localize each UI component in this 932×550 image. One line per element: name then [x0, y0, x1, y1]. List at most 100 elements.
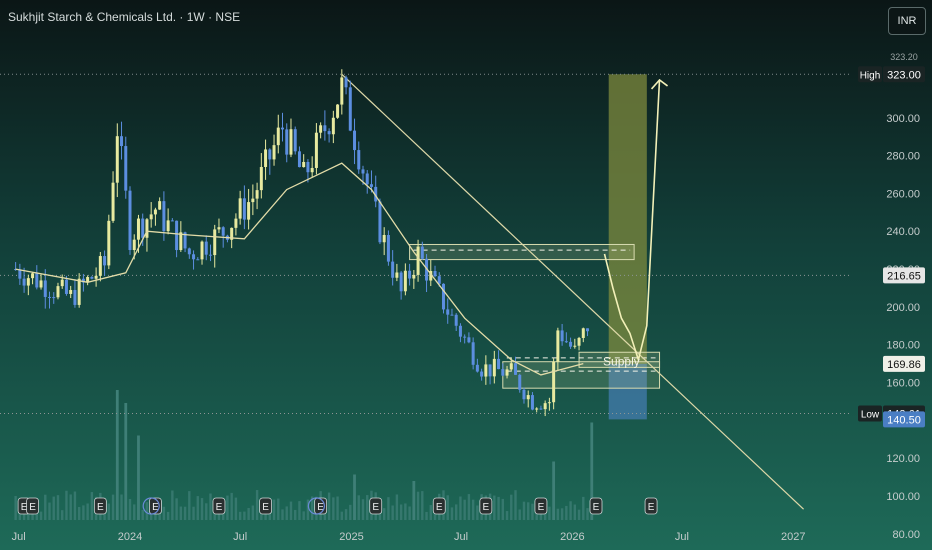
earnings-marker[interactable]: E [479, 497, 493, 515]
candle [530, 392, 534, 411]
earnings-badge [212, 497, 226, 515]
earnings-letter: E [648, 502, 655, 513]
earnings-letter: E [216, 502, 223, 513]
candle [365, 170, 369, 194]
candle-body [196, 259, 200, 261]
earnings-marker[interactable]: E [589, 497, 603, 515]
volume-spike-bar [353, 474, 356, 520]
candle [488, 364, 492, 385]
volume-bar [425, 511, 428, 520]
volume-bar [44, 494, 47, 520]
candle [56, 282, 60, 300]
candle-body [251, 198, 255, 203]
candle [234, 213, 238, 236]
volume-bar [577, 509, 581, 520]
volume-bar [82, 505, 85, 520]
candle [348, 80, 352, 132]
y-axis-tick-label: 180.00 [886, 340, 920, 352]
candle-body [458, 325, 462, 337]
volume-bar [209, 493, 212, 520]
candle [289, 118, 293, 158]
earnings-letter: E [593, 502, 600, 513]
candle [492, 350, 496, 384]
volume-bar [429, 505, 432, 520]
candle-body [141, 218, 145, 238]
candle-body [573, 345, 577, 347]
candle [259, 153, 263, 199]
candle-body [153, 209, 157, 215]
earnings-letter: E [152, 502, 159, 513]
earnings-badge [369, 497, 383, 515]
dividend-marker[interactable] [142, 497, 160, 515]
candle-body [327, 131, 331, 135]
candle [179, 221, 183, 252]
candle [420, 241, 424, 260]
volume-bar [548, 506, 551, 520]
candle [412, 270, 416, 289]
candle [569, 337, 573, 349]
candle [48, 291, 52, 309]
earnings-marker[interactable]: E [369, 497, 383, 515]
candle [467, 332, 471, 344]
high-label: High [860, 70, 881, 81]
supply-annotation: Supply [603, 355, 640, 369]
earnings-marker[interactable]: E [534, 497, 548, 515]
volume-bar [238, 511, 242, 520]
candle-body [259, 166, 263, 191]
candle [416, 239, 420, 282]
candle [69, 285, 73, 299]
volume-bar [179, 506, 183, 520]
candle [94, 267, 98, 287]
candle-body [547, 402, 551, 404]
last-price-tag: 216.65 [887, 270, 921, 282]
y-axis-tick-label: 120.00 [886, 453, 920, 465]
candle-body [357, 150, 361, 170]
candle [22, 267, 26, 293]
candle [200, 240, 204, 265]
volume-bar [175, 498, 178, 520]
candle [543, 400, 547, 417]
candle-body [221, 227, 225, 236]
volume-bar [404, 503, 407, 520]
candle-body [374, 186, 378, 202]
candle [484, 355, 488, 385]
candle [35, 265, 39, 290]
volume-bar [294, 509, 297, 520]
volume-bar [200, 498, 204, 520]
earnings-marker[interactable]: E [644, 497, 658, 515]
volume-bar [582, 496, 585, 520]
candle [577, 336, 581, 351]
candle-body [192, 254, 196, 260]
earnings-marker[interactable]: E [259, 497, 272, 515]
candle-body [90, 277, 94, 279]
x-axis-tick-label: 2027 [781, 531, 805, 543]
target-projection-zone [608, 74, 647, 364]
candle-body [81, 278, 85, 283]
candle [175, 220, 179, 258]
y-axis-tick-label: 100.00 [886, 491, 920, 503]
currency-button[interactable]: INR [888, 7, 926, 35]
x-axis-tick-label: Jul [233, 531, 247, 543]
candle-body [289, 129, 293, 155]
candle-body [22, 278, 26, 286]
lower-supply-zone [502, 361, 661, 389]
volume-bar [416, 491, 420, 520]
candle [395, 263, 399, 282]
candle [336, 104, 340, 119]
volume-bar [141, 509, 144, 520]
earnings-marker[interactable]: E [212, 497, 226, 515]
earnings-badge [26, 497, 39, 515]
candle-body [31, 273, 35, 279]
candle [331, 110, 335, 144]
candle-body [86, 277, 90, 283]
earnings-marker[interactable]: E [26, 497, 39, 515]
candle [128, 186, 132, 255]
earnings-marker[interactable]: E [432, 497, 446, 515]
earnings-marker[interactable]: E [93, 497, 107, 515]
volume-bar [399, 504, 403, 520]
candle-body [48, 296, 52, 298]
candle [450, 308, 454, 316]
dividend-marker[interactable] [307, 497, 325, 515]
